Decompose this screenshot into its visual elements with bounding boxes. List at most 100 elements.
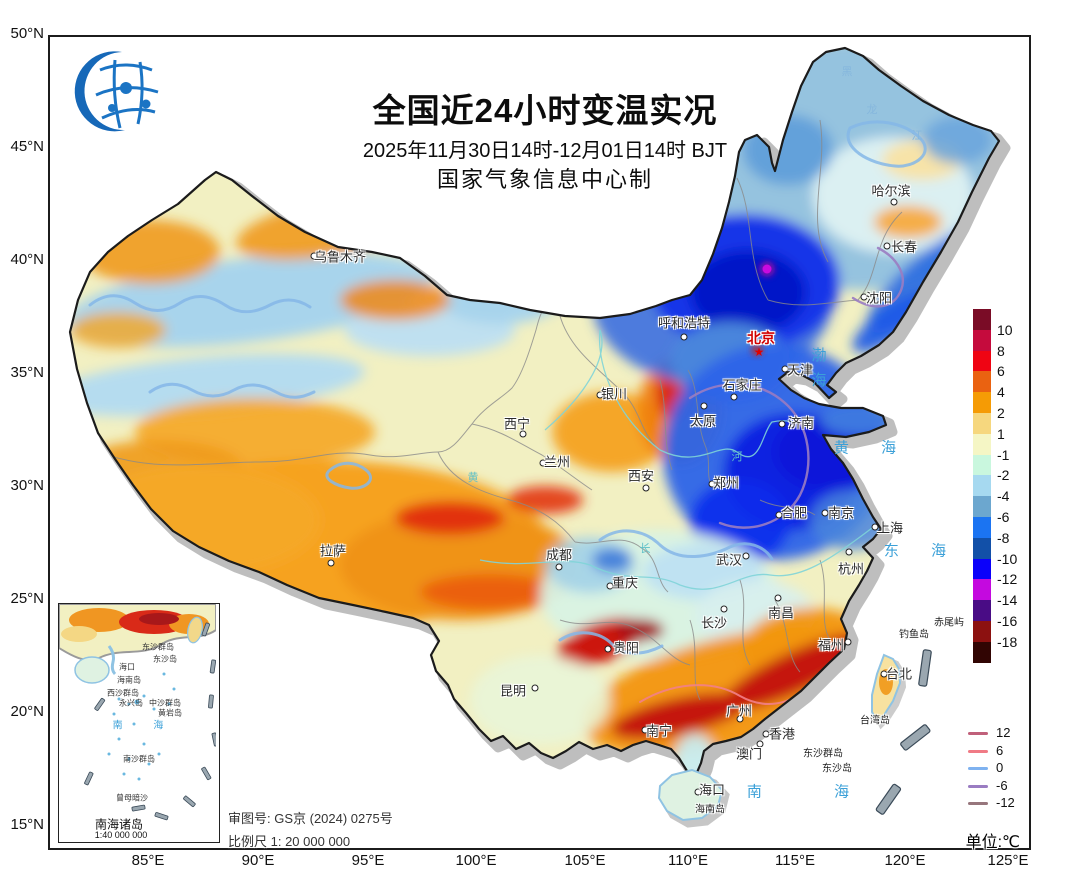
- inset-title: 南海诸岛: [94, 817, 144, 832]
- inset-geo-label: 南沙群岛: [123, 754, 155, 764]
- legend-color-block: [973, 309, 991, 330]
- city-dot-marker: [708, 480, 716, 488]
- legend-color-block: [973, 433, 991, 455]
- map-subtitle: 2025年11月30日14时-12月01日14时 BJT: [362, 140, 728, 162]
- city-dot-marker: [775, 511, 783, 519]
- city-dot-marker: [742, 552, 750, 560]
- city-label: 香港: [768, 726, 796, 742]
- legend-color-block: [973, 475, 991, 497]
- lon-tick-label: 95°E: [351, 852, 385, 869]
- city-dot-marker: [642, 484, 650, 492]
- city-dot-marker: [774, 594, 782, 602]
- city-dot-marker: [327, 559, 335, 567]
- nmic-logo: [74, 51, 159, 132]
- city-dot-marker: [310, 252, 318, 260]
- legend-color-block: [973, 413, 991, 434]
- city-dot-marker: [730, 393, 738, 401]
- sea-name-label: 南 海: [746, 783, 884, 801]
- lon-tick-label: 110°E: [668, 852, 708, 869]
- city-dot-marker: [890, 198, 898, 206]
- lon-tick-label: 90°E: [241, 852, 275, 869]
- dash-line-segments: [875, 649, 932, 815]
- isoline-legend-swatch: [968, 749, 988, 753]
- river-name-label: 龙: [866, 104, 878, 116]
- legend-color-block: [973, 350, 991, 372]
- lat-tick-label: 50°N: [10, 25, 44, 42]
- city-label: 合肥: [780, 505, 808, 521]
- lon-tick-label: 100°E: [455, 852, 497, 869]
- rivers: [479, 329, 873, 590]
- city-dot-marker: [694, 788, 702, 796]
- city-label: 石家庄: [722, 377, 762, 393]
- city-dot-marker: [596, 391, 604, 399]
- legend-value-label: 4: [997, 384, 1005, 401]
- inset-geo-label: 海南岛: [117, 675, 141, 685]
- legend-value-label: -2: [997, 467, 1010, 484]
- city-label: 南宁: [645, 723, 673, 739]
- city-label: 北京: [747, 330, 775, 346]
- city-label: 福州: [817, 637, 845, 653]
- legend-color-block: [973, 579, 991, 601]
- map-agency: 国家气象信息中心制: [436, 167, 653, 192]
- national-boundary: [68, 46, 1001, 779]
- legend-color-block: [973, 641, 991, 663]
- city-dot-marker: [821, 509, 829, 517]
- city-label: 昆明: [499, 683, 527, 699]
- city-dot-marker: [555, 563, 563, 571]
- lon-tick-label: 85°E: [131, 852, 165, 869]
- lat-tick-label: 45°N: [10, 138, 44, 155]
- city-label: 成都: [545, 547, 573, 563]
- sea-name-label: 东 海: [883, 542, 961, 560]
- isoline-legend-swatch: [968, 767, 988, 771]
- legend-value-label: -4: [997, 488, 1010, 505]
- city-label: 海口: [698, 782, 726, 798]
- city-dot-marker: [531, 684, 539, 692]
- city-label: 郑州: [712, 475, 740, 491]
- city-label: 贵阳: [612, 640, 640, 656]
- city-label: 呼和浩特: [657, 315, 711, 331]
- isoline-legend-label: -6: [996, 777, 1008, 793]
- city-dot-marker: [844, 638, 852, 646]
- island-name-label: 东沙岛: [822, 763, 852, 775]
- city-dot-marker: [883, 242, 891, 250]
- inset-geo-label: 黄岩岛: [158, 708, 182, 718]
- inset-geo-label: 东沙岛: [153, 654, 177, 664]
- city-dot-marker: [781, 365, 789, 373]
- legend-value-label: 8: [997, 342, 1005, 359]
- inset-geo-label: 永兴岛: [119, 698, 143, 708]
- legend-value-label: -10: [997, 550, 1018, 567]
- inset-geo-label: 曾母暗沙: [116, 793, 148, 803]
- city-dot-marker: [860, 293, 868, 301]
- city-label: 天津: [786, 362, 814, 378]
- city-dot-marker: [519, 430, 527, 438]
- capital-star-marker: ★: [753, 345, 765, 359]
- unit-label: 单位:℃: [965, 834, 1020, 851]
- city-label: 西宁: [503, 416, 531, 432]
- isoline-legend-swatch: [968, 802, 988, 806]
- legend-color-block: [973, 517, 991, 538]
- inset-dash-segments: [84, 622, 216, 821]
- legend-color-block: [973, 621, 991, 642]
- city-dot-marker: [604, 645, 612, 653]
- lon-tick-label: 125°E: [987, 852, 1029, 869]
- city-dot-marker: [680, 333, 688, 341]
- city-dot-marker: [845, 548, 853, 556]
- legend-color-block: [973, 371, 991, 393]
- city-label: 南京: [827, 505, 855, 521]
- legend-color-block: [973, 558, 991, 580]
- lon-tick-label: 105°E: [564, 852, 606, 869]
- legend-color-block: [973, 454, 991, 476]
- city-dot-marker: [606, 582, 614, 590]
- river-name-label: 长: [639, 543, 651, 555]
- lat-tick-label: 35°N: [10, 364, 44, 381]
- inset-scale: 1:40 000 000: [94, 830, 148, 840]
- lon-tick-label: 120°E: [884, 852, 926, 869]
- map-frame: [48, 35, 1031, 850]
- isoline-zero: [88, 120, 927, 655]
- inset-taiwan: [187, 616, 203, 644]
- map-title: 全国近24小时变温实况: [372, 92, 718, 129]
- inset-geo-label: 南 海: [112, 720, 178, 732]
- inset-geo-label: 海口: [119, 662, 135, 672]
